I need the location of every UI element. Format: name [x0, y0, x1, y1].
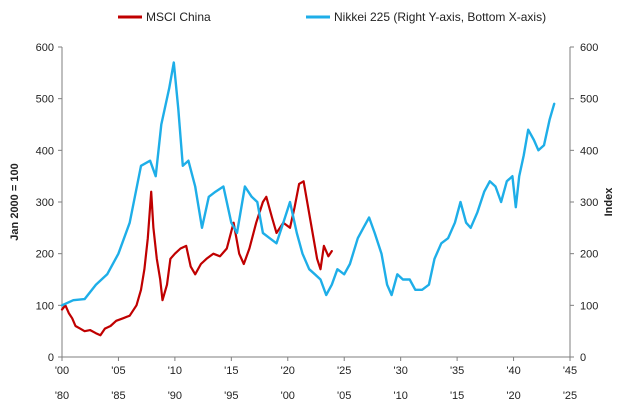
x-top-tick-label: '40: [506, 365, 520, 377]
right-y-tick-label: 200: [580, 249, 598, 261]
x-bottom-tick-label: '80: [55, 390, 69, 402]
right-y-tick-label: 500: [580, 94, 598, 106]
right-y-tick-label: 0: [580, 352, 586, 364]
legend-label: Nikkei 225 (Right Y-axis, Bottom X-axis): [334, 10, 546, 24]
x-top-tick-label: '10: [168, 365, 182, 377]
left-y-tick-label: 600: [36, 42, 54, 54]
left-y-axis-title: Jan 2000 = 100: [9, 163, 21, 240]
x-top-tick-label: '15: [224, 365, 238, 377]
x-top-tick-label: '00: [55, 365, 69, 377]
left-y-tick-label: 500: [36, 94, 54, 106]
x-bottom-tick-label: '00: [281, 390, 295, 402]
x-bottom-tick-label: '15: [450, 390, 464, 402]
left-y-tick-label: 200: [36, 249, 54, 261]
left-y-tick-label: 300: [36, 197, 54, 209]
left-y-tick-label: 0: [48, 352, 54, 364]
x-bottom-tick-label: '85: [111, 390, 125, 402]
right-y-axis-title: Index: [603, 187, 615, 217]
x-top-tick-label: '25: [337, 365, 351, 377]
left-y-tick-label: 400: [36, 145, 54, 157]
x-bottom-tick-label: '95: [224, 390, 238, 402]
legend-label: MSCI China: [146, 10, 211, 24]
x-top-tick-label: '35: [450, 365, 464, 377]
x-bottom-tick-label: '25: [563, 390, 577, 402]
x-top-tick-label: '30: [393, 365, 407, 377]
right-y-tick-label: 400: [580, 145, 598, 157]
x-top-tick-label: '20: [281, 365, 295, 377]
x-bottom-tick-label: '10: [393, 390, 407, 402]
left-y-tick-label: 100: [36, 300, 54, 312]
x-bottom-tick-label: '20: [506, 390, 520, 402]
right-y-tick-label: 300: [580, 197, 598, 209]
x-top-tick-label: '45: [563, 365, 577, 377]
right-y-tick-label: 100: [580, 300, 598, 312]
x-bottom-tick-label: '90: [168, 390, 182, 402]
x-top-tick-label: '05: [111, 365, 125, 377]
x-bottom-tick-label: '05: [337, 390, 351, 402]
series-line-nikkei-225: [60, 61, 556, 307]
right-y-tick-label: 600: [580, 42, 598, 54]
